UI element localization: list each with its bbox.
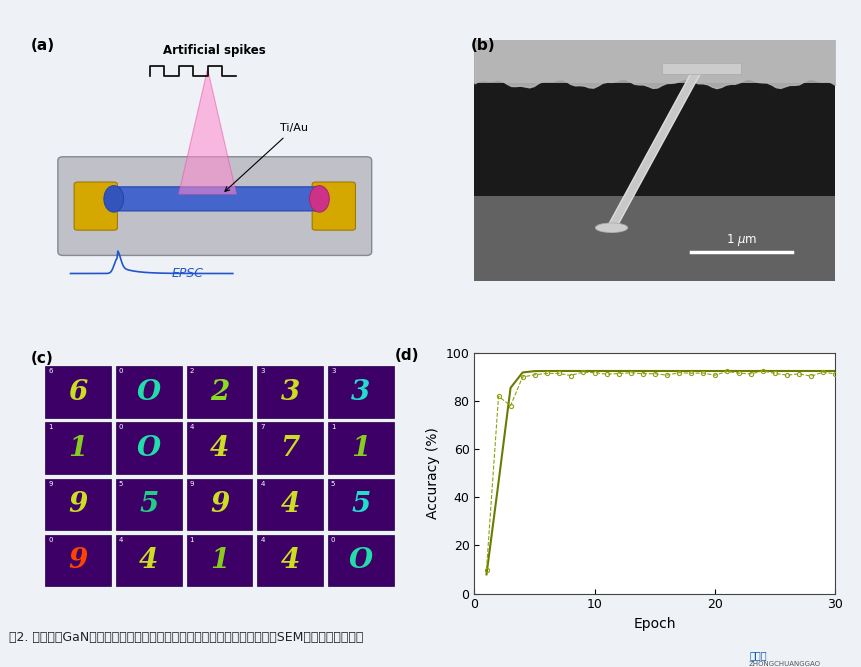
Text: 5: 5 bbox=[351, 491, 370, 518]
Bar bbox=[46, 366, 111, 418]
Bar bbox=[257, 535, 323, 586]
Bar bbox=[187, 422, 252, 474]
Text: 4: 4 bbox=[281, 491, 300, 518]
Text: O: O bbox=[349, 547, 373, 574]
Text: 1: 1 bbox=[351, 435, 370, 462]
Bar bbox=[116, 366, 182, 418]
Text: 0: 0 bbox=[119, 424, 123, 430]
Bar bbox=[328, 479, 393, 530]
FancyBboxPatch shape bbox=[110, 187, 319, 211]
Bar bbox=[46, 479, 111, 530]
Ellipse shape bbox=[104, 185, 124, 212]
Text: EPSC: EPSC bbox=[171, 267, 203, 280]
Bar bbox=[474, 40, 835, 83]
Polygon shape bbox=[179, 69, 237, 194]
Text: 0: 0 bbox=[331, 536, 336, 542]
Bar bbox=[328, 422, 393, 474]
Text: 9: 9 bbox=[189, 480, 194, 486]
Bar bbox=[187, 366, 252, 418]
Text: ZHONGCHUANGGAO: ZHONGCHUANGGAO bbox=[749, 661, 821, 667]
Bar bbox=[116, 535, 182, 586]
Text: (a): (a) bbox=[31, 37, 55, 53]
Text: 6: 6 bbox=[48, 368, 53, 374]
Bar bbox=[46, 422, 111, 474]
Text: 3: 3 bbox=[331, 368, 336, 374]
Text: 1: 1 bbox=[189, 536, 194, 542]
Text: 2: 2 bbox=[189, 368, 194, 374]
X-axis label: Epoch: Epoch bbox=[634, 617, 676, 631]
Ellipse shape bbox=[595, 223, 628, 233]
Text: 9: 9 bbox=[210, 491, 229, 518]
Text: 图2. 基于单根GaN纳米柱的人工突触器件的结构示意图、扫描电子显微镜（SEM）图片及其数字识: 图2. 基于单根GaN纳米柱的人工突触器件的结构示意图、扫描电子显微镜（SEM）… bbox=[9, 631, 363, 644]
Text: 4: 4 bbox=[260, 480, 264, 486]
Bar bbox=[187, 479, 252, 530]
Text: 7: 7 bbox=[281, 435, 300, 462]
Text: 3: 3 bbox=[260, 368, 264, 374]
Text: 9: 9 bbox=[69, 547, 88, 574]
Text: 4: 4 bbox=[119, 536, 123, 542]
Bar bbox=[257, 479, 323, 530]
Text: 0: 0 bbox=[48, 536, 53, 542]
Bar bbox=[187, 535, 252, 586]
Ellipse shape bbox=[309, 185, 329, 212]
Bar bbox=[116, 479, 182, 530]
Text: 5: 5 bbox=[139, 491, 158, 518]
Text: 4: 4 bbox=[260, 536, 264, 542]
Text: 1: 1 bbox=[48, 424, 53, 430]
FancyBboxPatch shape bbox=[313, 182, 356, 230]
Text: 3: 3 bbox=[281, 379, 300, 406]
Text: 5: 5 bbox=[119, 480, 123, 486]
Text: O: O bbox=[137, 435, 161, 462]
Text: (b): (b) bbox=[471, 37, 495, 53]
Text: 7: 7 bbox=[260, 424, 264, 430]
Bar bbox=[46, 535, 111, 586]
Text: O: O bbox=[137, 379, 161, 406]
Text: 4: 4 bbox=[139, 547, 158, 574]
Bar bbox=[257, 366, 323, 418]
Bar bbox=[474, 197, 835, 281]
Text: Artificial spikes: Artificial spikes bbox=[164, 45, 266, 57]
Text: 1: 1 bbox=[331, 424, 336, 430]
FancyBboxPatch shape bbox=[58, 157, 372, 255]
Text: 1 $\mu$m: 1 $\mu$m bbox=[726, 232, 757, 248]
Text: 4: 4 bbox=[210, 435, 229, 462]
Text: 众创高: 众创高 bbox=[749, 650, 766, 660]
Y-axis label: Accuracy (%): Accuracy (%) bbox=[426, 428, 440, 519]
Bar bbox=[474, 83, 835, 197]
Bar bbox=[662, 63, 741, 74]
Bar bbox=[328, 535, 393, 586]
Text: 9: 9 bbox=[48, 480, 53, 486]
Text: (c): (c) bbox=[31, 351, 53, 366]
Bar bbox=[257, 422, 323, 474]
Text: Ti/Au: Ti/Au bbox=[225, 123, 307, 191]
Text: 5: 5 bbox=[331, 480, 335, 486]
Text: 1: 1 bbox=[210, 547, 229, 574]
Text: 1: 1 bbox=[69, 435, 88, 462]
Text: 4: 4 bbox=[189, 424, 194, 430]
Text: 0: 0 bbox=[119, 368, 123, 374]
FancyBboxPatch shape bbox=[74, 182, 117, 230]
Text: 3: 3 bbox=[351, 379, 370, 406]
Text: 6: 6 bbox=[69, 379, 88, 406]
Text: (d): (d) bbox=[395, 348, 419, 363]
Text: 9: 9 bbox=[69, 491, 88, 518]
Text: 4: 4 bbox=[281, 547, 300, 574]
Text: 2: 2 bbox=[210, 379, 229, 406]
Bar bbox=[116, 422, 182, 474]
Bar bbox=[328, 366, 393, 418]
